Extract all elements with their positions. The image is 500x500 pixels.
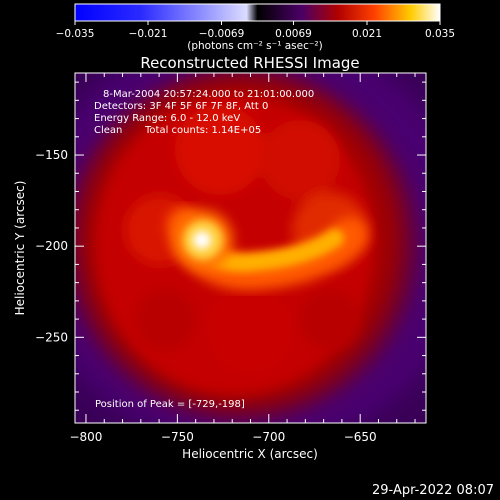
- colorbar-tick-label: −0.0069: [199, 28, 245, 40]
- x-tick-label: −700: [252, 430, 285, 444]
- annotation-time: 8-Mar-2004 20:57:24.000 to 21:01:00.000: [103, 89, 314, 100]
- x-axis-label: Heliocentric X (arcsec): [182, 447, 318, 461]
- footer-date: 29-Apr-2022 08:07: [372, 483, 494, 498]
- colorbar-ticks: −0.035 −0.021 −0.0069 0.0069 0.021 0.035: [56, 21, 455, 40]
- x-axis: −800 −750 −700 −650: [69, 73, 416, 444]
- heatmap-image: [75, 73, 426, 423]
- annotation-peak: Position of Peak = [-729,-198]: [95, 399, 245, 410]
- colorbar-tick-label: 0.035: [425, 28, 455, 40]
- y-tick-label: −250: [35, 330, 68, 344]
- peak-core: [193, 231, 211, 249]
- colorbar: −0.035 −0.021 −0.0069 0.0069 0.021 0.035 (pho…: [56, 3, 455, 52]
- y-tick-label: −200: [35, 239, 68, 253]
- x-tick-label: −650: [344, 430, 377, 444]
- y-tick-label: −150: [35, 148, 68, 162]
- colorbar-tick-label: −0.021: [129, 28, 168, 40]
- x-tick-label: −750: [161, 430, 194, 444]
- y-axis-label: Heliocentric Y (arcsec): [13, 181, 27, 316]
- colorbar-gradient: [74, 3, 441, 22]
- annotation-counts: Total counts: 1.14E+05: [144, 125, 261, 136]
- plot-title: Reconstructed RHESSI Image: [140, 54, 359, 72]
- colorbar-tick-label: 0.0069: [275, 28, 312, 40]
- colorbar-unit-label: (photons cm⁻² s⁻¹ asec⁻²): [187, 40, 322, 52]
- y-axis: −150 −200 −250: [35, 81, 426, 411]
- colorbar-tick-label: −0.035: [56, 28, 95, 40]
- annotation-method: Clean: [94, 125, 122, 136]
- x-tick-label: −800: [69, 430, 102, 444]
- colorbar-tick-label: 0.021: [352, 28, 382, 40]
- annotation-energy: Energy Range: 6.0 - 12.0 keV: [94, 113, 240, 124]
- annotations: 8-Mar-2004 20:57:24.000 to 21:01:00.000 …: [94, 89, 314, 410]
- annotation-detectors: Detectors: 3F 4F 5F 6F 7F 8F, Att 0: [94, 101, 268, 112]
